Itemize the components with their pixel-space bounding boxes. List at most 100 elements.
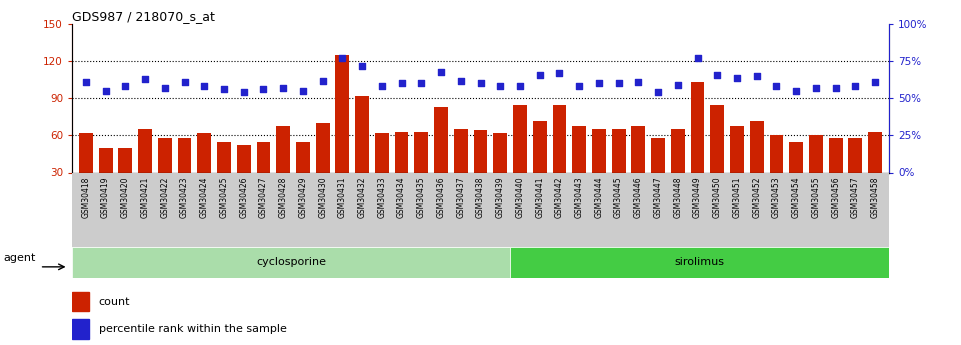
Text: GSM30456: GSM30456 (831, 176, 840, 218)
Point (808, 85, 824, 91)
Point (709, 72, 725, 77)
Text: GSM30425: GSM30425 (219, 176, 229, 218)
Bar (356, 96, 369, 172)
Text: GSM30421: GSM30421 (140, 176, 150, 218)
Bar (79, 133, 93, 172)
Point (670, 82, 685, 88)
Bar (316, 123, 330, 172)
Point (256, 87, 271, 92)
Text: GSM30427: GSM30427 (259, 176, 268, 218)
Point (473, 81, 488, 86)
Bar (553, 105, 566, 172)
Point (848, 84, 863, 89)
Text: GSM30444: GSM30444 (595, 176, 604, 218)
Text: GSM30447: GSM30447 (653, 176, 662, 218)
Text: agent: agent (4, 253, 36, 263)
Bar (513, 105, 527, 172)
Bar (631, 126, 645, 172)
Bar (277, 126, 290, 172)
Point (690, 56, 705, 61)
Point (295, 88, 310, 94)
Point (749, 73, 764, 79)
Point (433, 69, 449, 75)
Point (355, 63, 370, 68)
Point (769, 84, 784, 89)
Text: GSM30437: GSM30437 (456, 176, 465, 218)
Bar (217, 141, 231, 172)
Text: GSM30435: GSM30435 (417, 176, 426, 218)
Point (216, 87, 232, 92)
Text: GSM30433: GSM30433 (378, 176, 386, 218)
Text: GSM30451: GSM30451 (732, 176, 742, 218)
Text: GSM30448: GSM30448 (674, 176, 682, 218)
Text: GSM30457: GSM30457 (850, 176, 860, 218)
Point (789, 88, 804, 94)
Bar (72, 319, 89, 339)
Bar (335, 55, 349, 172)
Text: sirolimus: sirolimus (675, 257, 725, 267)
Point (651, 90, 666, 95)
Bar (868, 132, 882, 172)
Text: GSM30458: GSM30458 (871, 176, 879, 218)
Text: GSM30439: GSM30439 (496, 176, 505, 218)
Text: GSM30452: GSM30452 (752, 176, 761, 218)
Point (413, 81, 429, 86)
Bar (414, 132, 429, 172)
Text: GSM30418: GSM30418 (82, 176, 90, 218)
Point (236, 90, 252, 95)
Point (572, 84, 587, 89)
Bar (612, 129, 626, 172)
Bar (454, 129, 468, 172)
Point (512, 84, 528, 89)
Text: GDS987 / 218070_s_at: GDS987 / 218070_s_at (72, 10, 215, 23)
Point (453, 78, 468, 83)
Point (828, 85, 844, 91)
Bar (72, 247, 510, 278)
Bar (158, 138, 172, 172)
Bar (99, 148, 112, 172)
Point (374, 84, 389, 89)
Text: GSM30453: GSM30453 (772, 176, 781, 218)
Text: GSM30434: GSM30434 (397, 176, 407, 218)
Bar (493, 133, 507, 172)
Text: GSM30446: GSM30446 (634, 176, 643, 218)
Point (137, 76, 153, 82)
Bar (118, 148, 133, 172)
Bar (236, 145, 251, 172)
Text: GSM30450: GSM30450 (713, 176, 722, 218)
Bar (257, 141, 270, 172)
Text: GSM30449: GSM30449 (693, 176, 702, 218)
Point (532, 72, 548, 77)
Point (729, 75, 745, 80)
Text: GSM30432: GSM30432 (357, 176, 366, 218)
Bar (138, 129, 152, 172)
Bar (849, 138, 862, 172)
Point (630, 79, 646, 85)
Point (197, 84, 212, 89)
Bar (375, 133, 389, 172)
Bar (671, 129, 684, 172)
Text: GSM30438: GSM30438 (476, 176, 485, 218)
Point (157, 85, 172, 91)
Bar (652, 138, 665, 172)
Bar (770, 136, 783, 172)
Bar (532, 121, 547, 172)
Bar (474, 130, 487, 172)
Text: cyclosporine: cyclosporine (257, 257, 326, 267)
Point (493, 84, 508, 89)
Bar (691, 82, 704, 172)
Bar (828, 138, 843, 172)
Text: GSM30443: GSM30443 (575, 176, 583, 218)
Bar (510, 247, 889, 278)
Point (276, 85, 291, 91)
Bar (296, 141, 309, 172)
Point (611, 81, 627, 86)
Point (98, 88, 113, 94)
Text: percentile rank within the sample: percentile rank within the sample (99, 324, 286, 334)
Text: GSM30422: GSM30422 (160, 176, 169, 218)
Text: GSM30455: GSM30455 (811, 176, 821, 218)
Text: GSM30419: GSM30419 (101, 176, 111, 218)
Bar (750, 121, 764, 172)
Text: GSM30428: GSM30428 (279, 176, 287, 218)
Point (177, 79, 192, 85)
